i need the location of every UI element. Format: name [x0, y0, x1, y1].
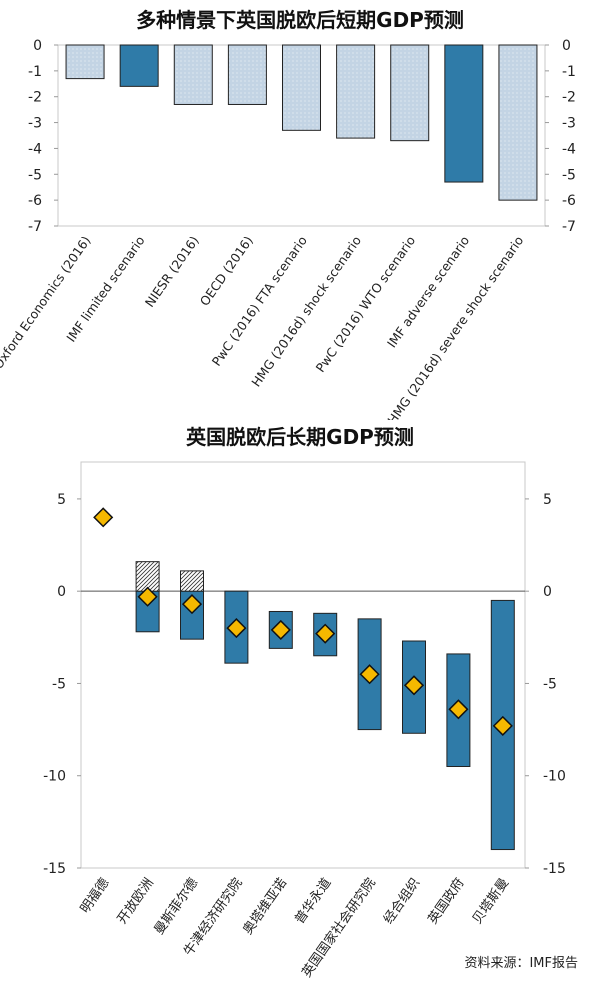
y-tick-label-left: 5 — [57, 492, 66, 508]
x-category-label: 开放欧洲 — [115, 876, 157, 927]
y-tick-label-right: -4 — [562, 141, 576, 157]
central-estimate-marker — [492, 715, 513, 736]
y-tick-label-left: -3 — [28, 116, 42, 132]
bar — [390, 44, 430, 142]
bar — [173, 44, 213, 105]
y-tick-label-right: -6 — [562, 193, 576, 209]
central-estimate-marker — [359, 664, 380, 685]
central-estimate-marker — [181, 594, 203, 615]
y-tick-label-right: -5 — [562, 167, 576, 183]
chart-2-title: 英国脱欧后长期GDP预测 — [186, 425, 414, 449]
y-tick-label-left: -5 — [52, 676, 66, 692]
central-estimate-marker — [270, 619, 291, 640]
y-tick-label-left: 0 — [57, 584, 66, 600]
y-tick-label-right: -15 — [543, 861, 566, 877]
y-tick-label-left: -5 — [28, 167, 42, 183]
x-category-label: 普华永道 — [292, 876, 334, 927]
bar — [336, 44, 376, 139]
y-tick-label-left: 0 — [33, 38, 42, 54]
bar — [498, 44, 538, 201]
range-bar-hatched — [180, 570, 204, 592]
y-tick-label-right: -5 — [543, 676, 557, 692]
y-tick-label-right: 5 — [543, 492, 552, 508]
central-estimate-marker — [403, 675, 425, 696]
x-category-label: 贝塔斯曼 — [470, 876, 512, 927]
x-category-label: 奥塔维亚诺 — [240, 876, 290, 938]
y-tick-label-right: -3 — [562, 116, 576, 132]
central-estimate-marker — [315, 623, 336, 644]
source-note: 资料来源：IMF报告 — [464, 956, 578, 971]
bar — [227, 44, 267, 105]
y-tick-label-left: -7 — [28, 219, 42, 235]
y-tick-label-right: -7 — [562, 219, 576, 235]
x-category-label: 经合组织 — [381, 876, 423, 927]
y-tick-label-right: -10 — [543, 769, 566, 785]
bar — [119, 44, 159, 87]
plot-frame — [80, 461, 526, 869]
y-tick-label-right: -1 — [562, 64, 576, 80]
central-estimate-marker — [226, 618, 247, 639]
y-tick-label-left: -10 — [43, 769, 66, 785]
x-category-label: 明福德 — [78, 876, 113, 917]
y-tick-label-left: -2 — [28, 90, 42, 106]
y-tick-label-right: -2 — [562, 90, 576, 106]
central-estimate-marker — [448, 699, 469, 720]
x-category-label: 英国政府 — [426, 876, 468, 927]
x-category-label: 曼斯菲尔德 — [152, 876, 202, 938]
y-tick-label-right: 0 — [562, 38, 571, 54]
bar — [444, 44, 484, 183]
y-tick-label-right: 0 — [543, 584, 552, 600]
bar — [282, 44, 321, 131]
y-tick-label-left: -1 — [28, 64, 42, 80]
y-tick-label-left: -4 — [28, 141, 42, 157]
chart-1-title: 多种情景下英国脱欧后短期GDP预测 — [136, 8, 464, 32]
central-estimate-marker — [137, 586, 158, 607]
bar — [65, 44, 105, 80]
y-tick-label-left: -15 — [43, 861, 66, 877]
central-estimate-marker — [93, 507, 114, 528]
y-tick-label-left: -6 — [28, 193, 42, 209]
